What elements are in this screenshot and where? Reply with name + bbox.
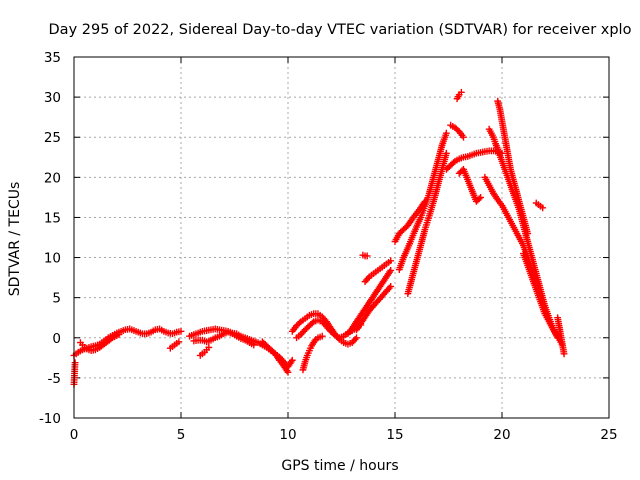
- y-tick-label: 10: [44, 251, 61, 267]
- y-tick-label: 25: [44, 130, 61, 146]
- data-point: [71, 359, 79, 367]
- series-seg-13-14b: [353, 283, 395, 334]
- x-tick-label: 15: [386, 427, 403, 443]
- series-seg-14c: [361, 257, 395, 286]
- y-tick-label: 5: [52, 291, 61, 307]
- data-point: [205, 344, 213, 351]
- data-point: [457, 88, 465, 96]
- x-tick-label: 25: [600, 427, 617, 443]
- x-tick-label: 10: [279, 427, 296, 443]
- series-dip-6: [196, 344, 213, 359]
- data-point: [177, 327, 185, 335]
- data-point: [250, 341, 258, 349]
- data-point: [387, 257, 395, 265]
- data-point: [308, 319, 316, 327]
- series-seg-13-14: [344, 266, 395, 338]
- data-point: [477, 193, 484, 201]
- x-tick-label: 0: [70, 427, 79, 443]
- series-early-branch: [77, 331, 123, 355]
- data-point: [560, 350, 568, 358]
- data-point: [175, 338, 183, 346]
- series-seg-10-11b: [293, 316, 365, 342]
- data-point: [330, 330, 338, 338]
- plot-frame: [73, 56, 610, 419]
- data-point: [353, 334, 360, 342]
- data-point: [387, 283, 395, 290]
- series-arc-17-18: [447, 121, 467, 141]
- data-point: [115, 331, 123, 338]
- series-dip-5: [166, 338, 183, 352]
- y-axis-label: SDTVAR / TECUs: [7, 182, 23, 297]
- x-tick-label: 20: [493, 427, 510, 443]
- y-tick-label: 30: [44, 90, 61, 106]
- y-tick-label: 0: [52, 331, 61, 347]
- data-point: [475, 195, 483, 203]
- y-tick-label: 35: [44, 50, 61, 66]
- x-axis-label: GPS time / hours: [281, 458, 398, 474]
- data-point: [539, 204, 547, 212]
- x-tick-labels: 0 5 10 15 20 25: [70, 427, 618, 443]
- data-points: [70, 88, 568, 388]
- data-point: [284, 368, 292, 376]
- data-point: [421, 198, 429, 205]
- data-point: [296, 319, 303, 327]
- data-point: [363, 252, 371, 260]
- data-point: [387, 266, 395, 274]
- data-point: [318, 332, 326, 340]
- series-peak-20: [494, 97, 532, 237]
- data-point: [450, 159, 457, 167]
- series-rise-15-17c: [391, 198, 429, 245]
- series-seg-10: [258, 338, 292, 376]
- data-point: [442, 129, 450, 137]
- series-main: [70, 325, 185, 359]
- series-seg-10c: [299, 332, 326, 374]
- x-tick-label: 5: [177, 427, 186, 443]
- series-pts-18-19: [455, 165, 484, 205]
- series-peak-18: [453, 88, 465, 103]
- series-outliers-start: [70, 359, 79, 388]
- data-point: [460, 133, 467, 141]
- series-pts-21.8: [532, 199, 547, 212]
- series-seg-6b: [190, 328, 258, 349]
- y-tick-label: 20: [44, 170, 61, 186]
- series-tail-23: [554, 314, 568, 358]
- y-tick-labels: -10 -5 0 5 10 15 20 25 30 35: [39, 50, 61, 427]
- chart-title: Day 295 of 2022, Sidereal Day-to-day VTE…: [49, 22, 632, 38]
- y-tick-label: -10: [39, 411, 61, 427]
- y-tick-label: 15: [44, 210, 61, 226]
- data-point: [288, 356, 296, 364]
- series-rise-15-17b: [404, 149, 450, 298]
- series-point-13.6: [359, 251, 371, 260]
- data-point: [442, 149, 450, 157]
- y-tick-label: -5: [48, 371, 61, 387]
